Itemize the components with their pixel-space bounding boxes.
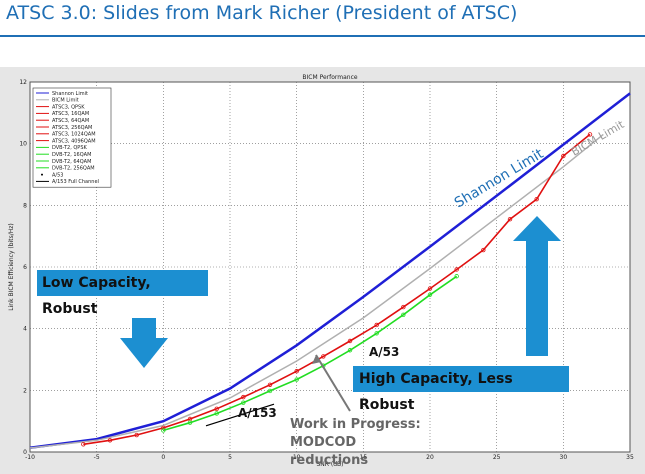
grid bbox=[30, 82, 630, 452]
data-point bbox=[107, 438, 113, 443]
data-point bbox=[481, 247, 486, 253]
legend-entry: ATSC3, 16QAM bbox=[52, 111, 89, 117]
chart-title: BICM Performance bbox=[302, 74, 357, 81]
series-line-shannon-limit bbox=[29, 92, 631, 449]
data-point bbox=[267, 388, 273, 394]
data-point bbox=[347, 348, 353, 353]
y-tick-label: 12 bbox=[19, 79, 27, 86]
data-point bbox=[534, 196, 539, 202]
y-tick-label: 2 bbox=[23, 387, 27, 394]
series-line-atsc3 bbox=[83, 133, 591, 446]
up-arrow-icon bbox=[513, 216, 561, 356]
x-tick-label: 0 bbox=[161, 454, 165, 461]
legend-entry: BICM Limit bbox=[52, 98, 79, 104]
data-point bbox=[374, 331, 379, 336]
legend-entry: A/53 bbox=[52, 172, 63, 178]
wip-pointer-head bbox=[312, 355, 321, 364]
a53-label: A/53 bbox=[369, 345, 400, 359]
y-tick-label: 10 bbox=[19, 141, 27, 148]
legend-entry: ATSC3, 64QAM bbox=[52, 118, 89, 124]
data-point bbox=[81, 442, 86, 447]
data-point bbox=[294, 377, 299, 382]
legend-entry: ATSC3, QPSK bbox=[52, 104, 85, 110]
data-point bbox=[374, 322, 379, 328]
low-capacity-callout: Low Capacity, Robust bbox=[37, 270, 208, 317]
x-tick-label: 5 bbox=[228, 454, 232, 461]
legend-entry: DVB-T2, QPSK bbox=[52, 145, 87, 151]
legend-entry: Shannon Limit bbox=[52, 91, 88, 97]
y-tick-label: 6 bbox=[23, 264, 27, 271]
legend-entry: ATSC3, 4096QAM bbox=[52, 138, 96, 144]
wip-pointer-line bbox=[315, 354, 351, 412]
wip-line-1: Work in Progress: MODCOD bbox=[290, 417, 421, 450]
x-tick-label: 10 bbox=[293, 454, 301, 461]
x-tick-label: 20 bbox=[426, 454, 434, 461]
series-line-dvb-t2 bbox=[163, 275, 458, 432]
down-arrow-icon bbox=[120, 318, 168, 368]
data-point bbox=[214, 406, 219, 412]
data-point bbox=[454, 274, 459, 279]
series-lines bbox=[29, 92, 631, 449]
data-point bbox=[587, 132, 593, 137]
high-capacity-callout: High Capacity, Less Robust bbox=[353, 366, 569, 413]
data-point bbox=[347, 338, 353, 344]
data-point bbox=[214, 411, 219, 416]
legend-swatch bbox=[41, 173, 43, 176]
legend-entry: ATSC3, 1024QAM bbox=[52, 132, 96, 138]
y-axis-label: Link BICM Efficiency (bits/Hz) bbox=[8, 223, 15, 310]
legend-entry: DVB-T2, 16QAM bbox=[52, 152, 91, 158]
data-point bbox=[321, 354, 326, 359]
y-tick-label: 0 bbox=[23, 449, 27, 456]
title-divider bbox=[0, 35, 645, 37]
x-tick-label: -5 bbox=[94, 454, 100, 461]
wip-line-2: reductions bbox=[290, 453, 369, 468]
data-point bbox=[241, 400, 246, 405]
data-point bbox=[561, 153, 566, 159]
data-point bbox=[134, 432, 139, 438]
data-point bbox=[427, 292, 433, 297]
series-line-bicm-limit bbox=[29, 133, 604, 449]
data-point bbox=[267, 382, 273, 387]
a153-line bbox=[205, 403, 275, 427]
data-point bbox=[161, 428, 166, 433]
data-point bbox=[294, 369, 299, 374]
legend-box bbox=[32, 87, 112, 188]
legend-entry: A/153 Full Channel bbox=[52, 179, 99, 185]
a153-label: A/153 bbox=[238, 406, 277, 420]
legend-entry: DVB-T2, 64QAM bbox=[52, 159, 91, 165]
x-tick-label: 30 bbox=[560, 454, 568, 461]
x-tick-label: 35 bbox=[626, 454, 634, 461]
y-tick-label: 8 bbox=[23, 202, 27, 209]
data-point bbox=[507, 217, 513, 222]
data-point bbox=[401, 312, 406, 317]
data-point bbox=[187, 420, 193, 425]
axis-ticks: -10 -5 0 5 10 15 20 25 30 35 0 2 4 6 8 10 12 bbox=[19, 79, 634, 461]
data-point bbox=[454, 267, 459, 272]
slide-title: ATSC 3.0: Slides from Mark Richer (Presi… bbox=[6, 2, 518, 24]
work-in-progress-note: Work in Progress: MODCOD reductions bbox=[290, 416, 490, 470]
x-tick-label: 25 bbox=[493, 454, 501, 461]
data-point bbox=[401, 304, 406, 310]
legend-entry: ATSC3, 256QAM bbox=[52, 125, 92, 131]
x-axis-label: SNR (dB) bbox=[317, 461, 344, 468]
x-tick-label: -10 bbox=[25, 454, 35, 461]
y-tick-label: 4 bbox=[23, 326, 27, 333]
x-tick-label: 15 bbox=[360, 454, 368, 461]
legend-entry: DVB-T2, 256QAM bbox=[52, 166, 95, 172]
data-point bbox=[427, 286, 433, 291]
data-point bbox=[241, 394, 246, 400]
